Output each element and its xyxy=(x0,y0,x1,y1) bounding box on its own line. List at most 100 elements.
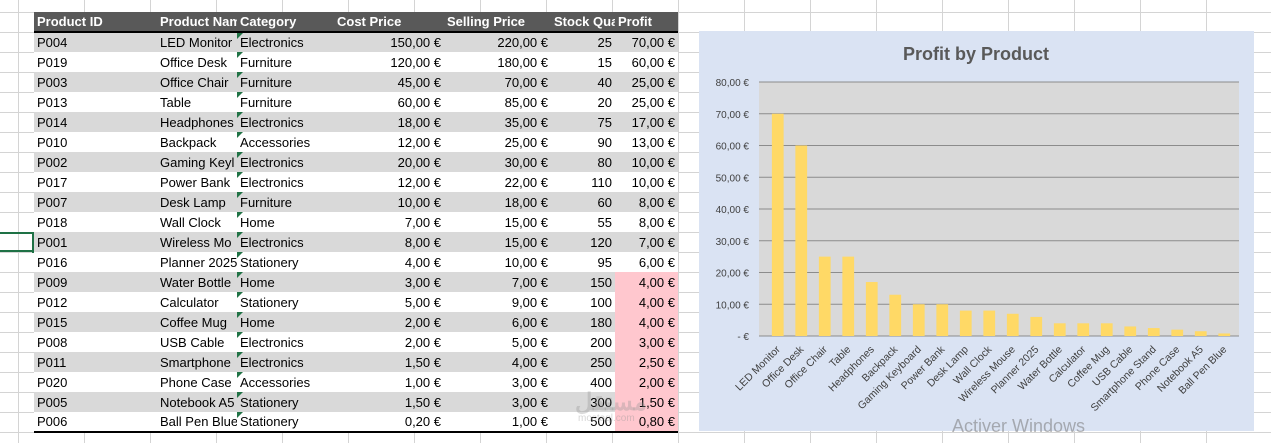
cell-selling-price[interactable]: 1,00 € xyxy=(444,412,551,433)
cell-stock-qty[interactable]: 300 xyxy=(551,392,615,412)
cell-product-name[interactable]: Office Desk xyxy=(157,52,237,72)
cell-cost-price[interactable]: 150,00 € xyxy=(334,32,444,52)
cell-product-id[interactable]: P009 xyxy=(34,272,157,292)
cell-product-name[interactable]: Desk Lamp xyxy=(157,192,237,212)
table-row[interactable]: P009 Water Bottle Home 3,00 €7,00 €150 4,00 … xyxy=(34,272,678,292)
cell-product-id[interactable]: P001 xyxy=(34,232,157,252)
cell-stock-qty[interactable]: 25 xyxy=(551,32,615,52)
cell-stock-qty[interactable]: 180 xyxy=(551,312,615,332)
cell-cost-price[interactable]: 2,00 € xyxy=(334,312,444,332)
table-row[interactable]: P019 Office Desk Furniture 120,00 €180,00 €… xyxy=(34,52,678,72)
cell-product-name[interactable]: Ball Pen Blue xyxy=(157,412,237,433)
cell-selling-price[interactable]: 4,00 € xyxy=(444,352,551,372)
profit-chart[interactable]: Profit by Product - € 10,00 € 20,00 € 30,00 … xyxy=(699,31,1254,431)
header-cost-price[interactable]: Cost Price xyxy=(334,12,444,33)
cell-stock-qty[interactable]: 95 xyxy=(551,252,615,272)
header-stock-qty[interactable]: Stock Qua xyxy=(551,12,615,33)
cell-cost-price[interactable]: 12,00 € xyxy=(334,132,444,152)
cell-cost-price[interactable]: 3,00 € xyxy=(334,272,444,292)
cell-product-id[interactable]: P013 xyxy=(34,92,157,112)
cell-category[interactable]: Electronics xyxy=(237,172,334,192)
cell-selling-price[interactable]: 35,00 € xyxy=(444,112,551,132)
cell-cost-price[interactable]: 12,00 € xyxy=(334,172,444,192)
cell-category[interactable]: Stationery xyxy=(237,392,334,412)
cell-product-name[interactable]: Notebook A5 xyxy=(157,392,237,412)
cell-category[interactable]: Electronics xyxy=(237,232,334,252)
cell-category[interactable]: Home xyxy=(237,312,334,332)
cell-profit[interactable]: 25,00 € xyxy=(615,92,678,112)
cell-selling-price[interactable]: 180,00 € xyxy=(444,52,551,72)
cell-stock-qty[interactable]: 60 xyxy=(551,192,615,212)
cell-product-name[interactable]: Gaming Keyl xyxy=(157,152,237,172)
cell-profit[interactable]: 4,00 € xyxy=(615,272,678,292)
header-category[interactable]: Category xyxy=(237,12,334,33)
cell-stock-qty[interactable]: 90 xyxy=(551,132,615,152)
table-row[interactable]: P001 Wireless Mo Electronics 8,00 €15,00 €1… xyxy=(34,232,678,252)
cell-cost-price[interactable]: 1,50 € xyxy=(334,392,444,412)
cell-selling-price[interactable]: 10,00 € xyxy=(444,252,551,272)
cell-profit[interactable]: 1,50 € xyxy=(615,392,678,412)
cell-category[interactable]: Furniture xyxy=(237,192,334,212)
cell-cost-price[interactable]: 20,00 € xyxy=(334,152,444,172)
cell-product-id[interactable]: P010 xyxy=(34,132,157,152)
cell-profit[interactable]: 70,00 € xyxy=(615,32,678,52)
cell-stock-qty[interactable]: 400 xyxy=(551,372,615,392)
cell-category[interactable]: Electronics xyxy=(237,32,334,52)
cell-product-id[interactable]: P019 xyxy=(34,52,157,72)
cell-product-id[interactable]: P008 xyxy=(34,332,157,352)
table-row[interactable]: P020 Phone Case Accessories 1,00 €3,00 €400… xyxy=(34,372,678,392)
table-row[interactable]: P013 Table Furniture 60,00 €85,00 €20 25,00 … xyxy=(34,92,678,112)
cell-cost-price[interactable]: 45,00 € xyxy=(334,72,444,92)
cell-product-id[interactable]: P011 xyxy=(34,352,157,372)
cell-profit[interactable]: 7,00 € xyxy=(615,232,678,252)
table-row[interactable]: P015 Coffee Mug Home 2,00 €6,00 €180 4,00 € xyxy=(34,312,678,332)
cell-product-name[interactable]: Water Bottle xyxy=(157,272,237,292)
cell-selling-price[interactable]: 15,00 € xyxy=(444,232,551,252)
table-row[interactable]: P002 Gaming Keyl Electronics 20,00 €30,00 €… xyxy=(34,152,678,172)
cell-selling-price[interactable]: 70,00 € xyxy=(444,72,551,92)
header-selling-price[interactable]: Selling Price xyxy=(444,12,551,33)
table-row[interactable]: P006 Ball Pen Blue Stationery 0,20 €1,00 €5… xyxy=(34,412,678,433)
cell-category[interactable]: Electronics xyxy=(237,332,334,352)
cell-product-name[interactable]: Phone Case xyxy=(157,372,237,392)
cell-product-name[interactable]: Headphones xyxy=(157,112,237,132)
table-row[interactable]: P018 Wall Clock Home 7,00 €15,00 €55 8,00 € xyxy=(34,212,678,232)
cell-stock-qty[interactable]: 75 xyxy=(551,112,615,132)
cell-stock-qty[interactable]: 20 xyxy=(551,92,615,112)
cell-stock-qty[interactable]: 80 xyxy=(551,152,615,172)
cell-product-name[interactable]: Planner 2025 xyxy=(157,252,237,272)
cell-profit[interactable]: 2,50 € xyxy=(615,352,678,372)
cell-cost-price[interactable]: 120,00 € xyxy=(334,52,444,72)
cell-product-id[interactable]: P006 xyxy=(34,412,157,433)
cell-cost-price[interactable]: 0,20 € xyxy=(334,412,444,433)
cell-product-name[interactable]: Calculator xyxy=(157,292,237,312)
table-row[interactable]: P003 Office Chair Furniture 45,00 €70,00 €4… xyxy=(34,72,678,92)
cell-selling-price[interactable]: 6,00 € xyxy=(444,312,551,332)
header-profit[interactable]: Profit xyxy=(615,12,678,33)
cell-profit[interactable]: 6,00 € xyxy=(615,252,678,272)
table-row[interactable]: P017 Power Bank Electronics 12,00 €22,00 €1… xyxy=(34,172,678,192)
table-row[interactable]: P004 LED Monitor Electronics 150,00 €220,00… xyxy=(34,32,678,52)
table-row[interactable]: P010 Backpack Accessories 12,00 €25,00 €90 1… xyxy=(34,132,678,152)
cell-product-name[interactable]: Office Chair xyxy=(157,72,237,92)
cell-profit[interactable]: 4,00 € xyxy=(615,312,678,332)
cell-cost-price[interactable]: 7,00 € xyxy=(334,212,444,232)
cell-profit[interactable]: 10,00 € xyxy=(615,172,678,192)
cell-product-name[interactable]: LED Monitor xyxy=(157,32,237,52)
cell-selling-price[interactable]: 9,00 € xyxy=(444,292,551,312)
table-row[interactable]: P012 Calculator Stationery 5,00 €9,00 €100 4… xyxy=(34,292,678,312)
cell-cost-price[interactable]: 1,50 € xyxy=(334,352,444,372)
cell-category[interactable]: Home xyxy=(237,272,334,292)
cell-profit[interactable]: 3,00 € xyxy=(615,332,678,352)
cell-product-id[interactable]: P002 xyxy=(34,152,157,172)
cell-stock-qty[interactable]: 150 xyxy=(551,272,615,292)
cell-product-id[interactable]: P003 xyxy=(34,72,157,92)
cell-cost-price[interactable]: 8,00 € xyxy=(334,232,444,252)
cell-cost-price[interactable]: 1,00 € xyxy=(334,372,444,392)
cell-category[interactable]: Stationery xyxy=(237,252,334,272)
cell-selling-price[interactable]: 3,00 € xyxy=(444,372,551,392)
table-row[interactable]: P005 Notebook A5 Stationery 1,50 €3,00 €300… xyxy=(34,392,678,412)
cell-product-id[interactable]: P017 xyxy=(34,172,157,192)
cell-selling-price[interactable]: 85,00 € xyxy=(444,92,551,112)
cell-product-name[interactable]: Table xyxy=(157,92,237,112)
